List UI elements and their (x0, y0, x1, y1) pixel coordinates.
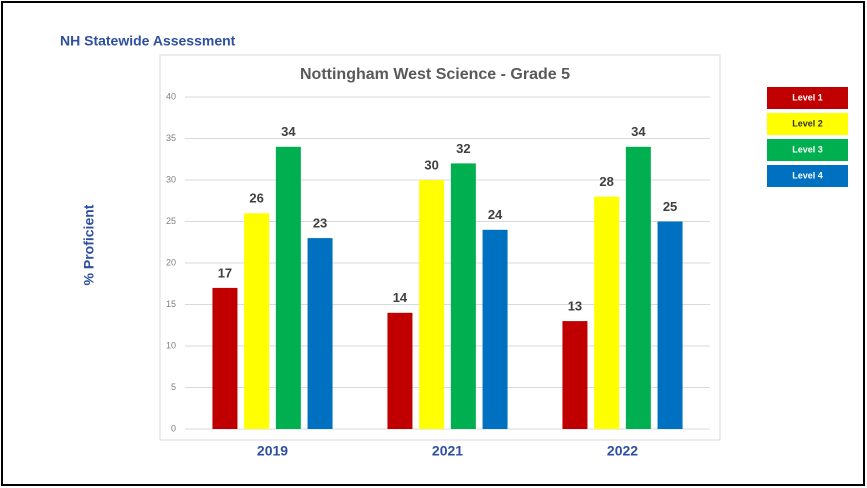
y-tick-label: 15 (166, 299, 176, 309)
data-label: 28 (599, 174, 613, 189)
x-tick-label: 2019 (257, 443, 288, 459)
bar (594, 196, 620, 429)
legend-label: Level 4 (792, 170, 823, 180)
legend-label: Level 3 (792, 144, 823, 154)
legend-label: Level 2 (792, 118, 823, 128)
y-tick-label: 5 (171, 382, 176, 392)
legend-swatch (767, 139, 848, 161)
data-label: 34 (281, 124, 296, 139)
bar (307, 238, 333, 429)
legend-swatch (767, 165, 848, 187)
x-tick-label: 2022 (607, 443, 638, 459)
legend-swatch (767, 87, 848, 109)
data-label: 26 (249, 191, 263, 206)
chart-title: Nottingham West Science - Grade 5 (300, 66, 570, 83)
bar (562, 321, 588, 429)
data-label: 14 (393, 290, 408, 305)
y-tick-label: 30 (166, 174, 176, 184)
y-tick-label: 35 (166, 133, 176, 143)
data-label: 17 (218, 265, 232, 280)
data-label: 25 (663, 199, 677, 214)
bar (625, 146, 651, 430)
bar (275, 146, 301, 430)
y-tick-label: 40 (166, 91, 176, 101)
bar (244, 213, 270, 429)
bar (657, 221, 683, 429)
legend-label: Level 1 (792, 92, 823, 102)
data-label: 24 (488, 207, 503, 222)
y-tick-label: 20 (166, 257, 176, 267)
bar (482, 229, 508, 429)
data-label: 30 (424, 157, 438, 172)
bar (450, 163, 476, 429)
data-label: 23 (313, 216, 327, 231)
data-label: 13 (568, 299, 582, 314)
bar (212, 287, 238, 429)
bar (419, 180, 445, 429)
x-tick-label: 2021 (432, 443, 463, 459)
page-title: NH Statewide Assessment (60, 33, 236, 49)
y-tick-label: 10 (166, 340, 176, 350)
y-axis-label: % Proficient (81, 204, 97, 285)
y-tick-label: 0 (171, 423, 176, 433)
data-label: 32 (456, 141, 470, 156)
data-label: 34 (631, 124, 646, 139)
legend-swatch (767, 113, 848, 135)
y-tick-label: 25 (166, 216, 176, 226)
bar (387, 312, 413, 429)
